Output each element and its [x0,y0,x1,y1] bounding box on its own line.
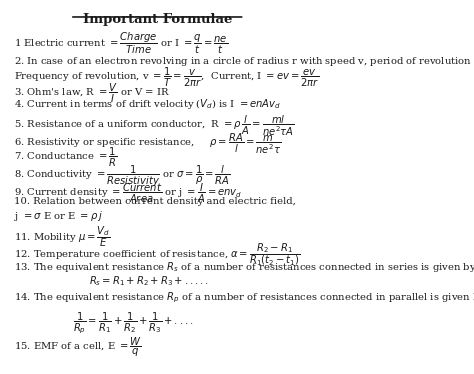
Text: $\dfrac{1}{R_p} = \dfrac{1}{R_1} + \dfrac{1}{R_2} + \dfrac{1}{R_3} + ....$: $\dfrac{1}{R_p} = \dfrac{1}{R_1} + \dfra… [73,310,193,336]
Text: 10. Relation between current density and electric field,: 10. Relation between current density and… [14,197,296,206]
Text: 9. Current density $=\dfrac{Current}{Area}$ or j $=\dfrac{I}{A}= env_d$: 9. Current density $=\dfrac{Current}{Are… [14,181,242,205]
Text: 15. EMF of a cell, E $=\dfrac{W}{q}$: 15. EMF of a cell, E $=\dfrac{W}{q}$ [14,335,142,359]
Text: 2. In case of an electron revolving in a circle of radius r with speed v, period: 2. In case of an electron revolving in a… [14,50,474,71]
Text: Important Formulae: Important Formulae [82,13,232,26]
Text: 1 Electric current $=\dfrac{Charge}{Time}$ or I $=\dfrac{q}{t}=\dfrac{ne}{t}$: 1 Electric current $=\dfrac{Charge}{Time… [14,31,228,56]
Text: j $= \sigma$ E or E $= \rho\,j$: j $= \sigma$ E or E $= \rho\,j$ [14,209,103,223]
Text: $R_s = R_1 + R_2 + R_3 + .....$: $R_s = R_1 + R_2 + R_3 + .....$ [89,274,209,288]
Text: 6. Resistivity or specific resistance,     $\rho = \dfrac{RA}{l}=\dfrac{m}{ne^2\: 6. Resistivity or specific resistance, $… [14,131,281,156]
Text: 13. The equivalent resistance $R_s$ of a number of resistances connected in seri: 13. The equivalent resistance $R_s$ of a… [14,260,474,274]
Text: 4. Current in terms of drift velocity ($V_d$) is I $= enAv_d$: 4. Current in terms of drift velocity ($… [14,97,281,111]
Text: 7. Conductance $=\dfrac{1}{R}$: 7. Conductance $=\dfrac{1}{R}$ [14,146,118,169]
Text: 5. Resistance of a uniform conductor,  R $= \rho\,\dfrac{l}{A}=\dfrac{ml}{ne^2\t: 5. Resistance of a uniform conductor, R … [14,113,295,138]
Text: 8. Conductivity $=\dfrac{1}{Resistivity}$ or $\sigma =\dfrac{1}{\rho}=\dfrac{l}{: 8. Conductivity $=\dfrac{1}{Resistivity}… [14,164,230,189]
Text: 3. Ohm's law, R $=\dfrac{V}{I}$ or V = IR: 3. Ohm's law, R $=\dfrac{V}{I}$ or V = I… [14,82,170,105]
Text: Frequency of revolution, v $=\dfrac{1}{T}=\dfrac{v}{2\pi r}$,  Current, I $= ev : Frequency of revolution, v $=\dfrac{1}{T… [14,66,319,89]
Text: 14. The equivalent resistance $R_p$ of a number of resistances connected in para: 14. The equivalent resistance $R_p$ of a… [14,290,474,304]
Text: 12. Temperature coefficient of resistance, $\alpha =\dfrac{R_2 - R_1}{R_1(t_2 - : 12. Temperature coefficient of resistanc… [14,242,300,269]
Text: 11. Mobility $\mu =\dfrac{V_d}{E}$: 11. Mobility $\mu =\dfrac{V_d}{E}$ [14,224,110,249]
